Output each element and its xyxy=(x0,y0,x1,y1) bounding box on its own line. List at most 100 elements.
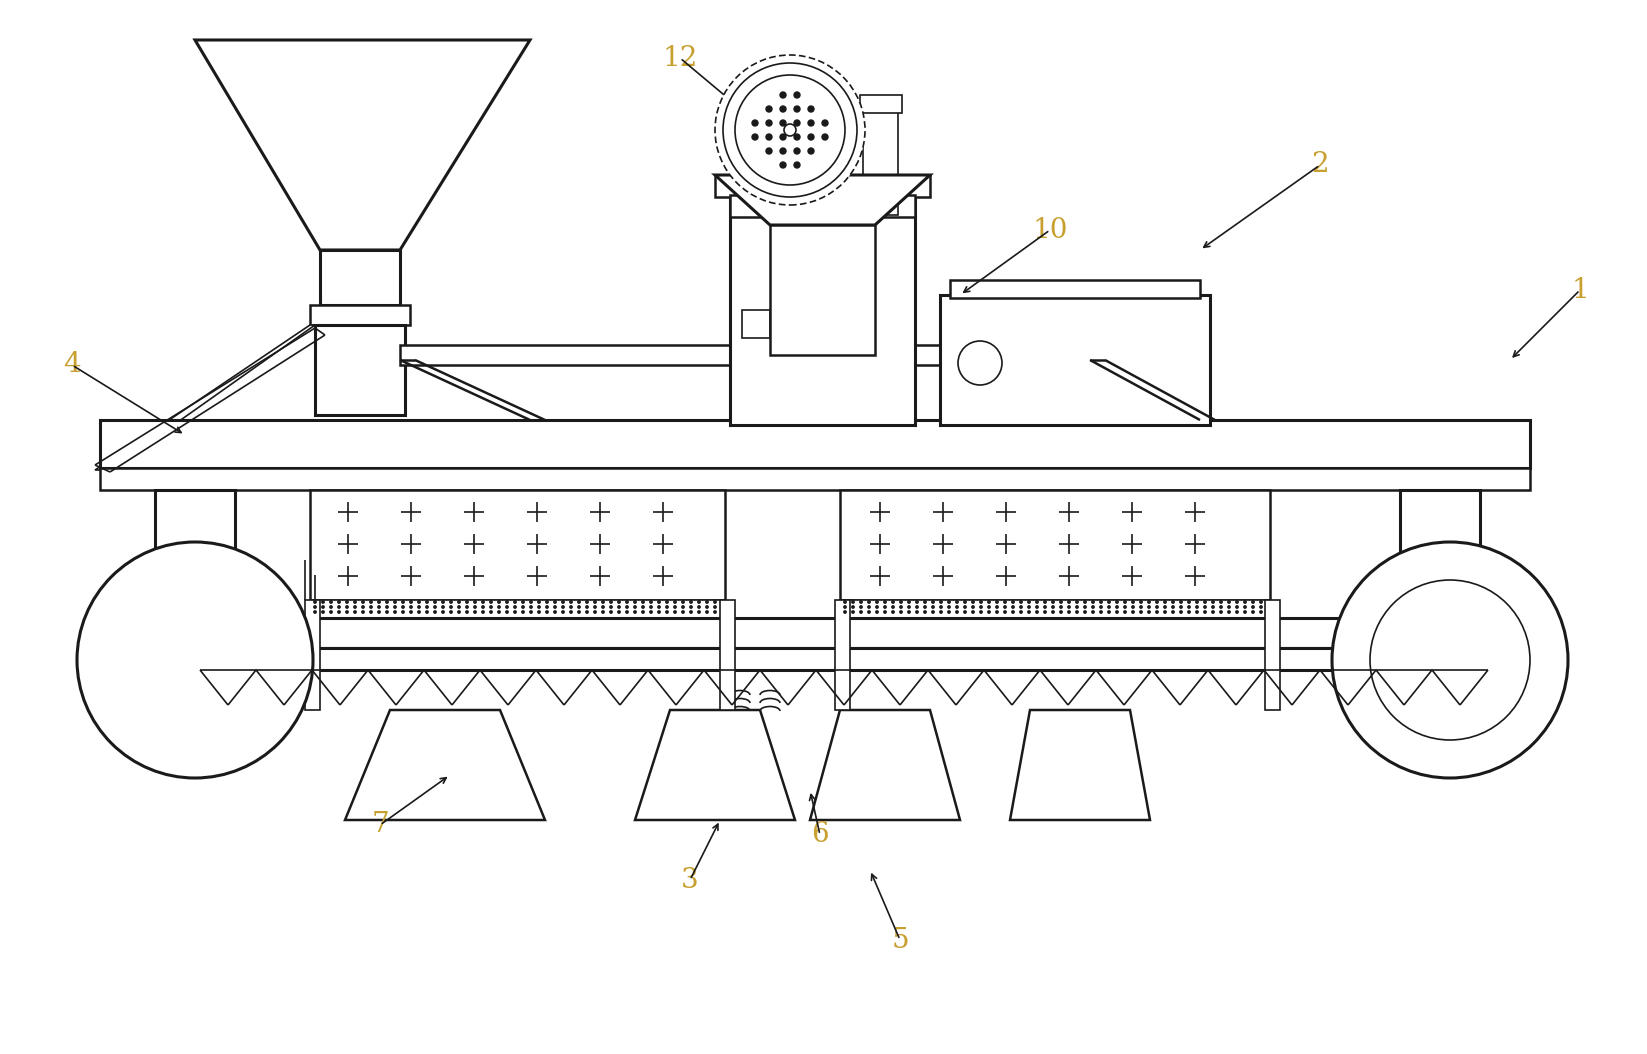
Circle shape xyxy=(1123,611,1127,613)
Circle shape xyxy=(781,120,786,126)
Circle shape xyxy=(377,606,380,608)
Circle shape xyxy=(651,606,652,608)
Bar xyxy=(140,618,1491,648)
Circle shape xyxy=(940,611,942,613)
Circle shape xyxy=(483,606,484,608)
Circle shape xyxy=(315,606,316,608)
Circle shape xyxy=(1075,611,1079,613)
Circle shape xyxy=(553,601,557,603)
Circle shape xyxy=(1131,611,1135,613)
Text: 7: 7 xyxy=(371,812,389,839)
Circle shape xyxy=(753,134,758,140)
Circle shape xyxy=(924,606,926,608)
Circle shape xyxy=(674,611,677,613)
Circle shape xyxy=(1164,606,1166,608)
Circle shape xyxy=(362,611,364,613)
Circle shape xyxy=(1187,606,1191,608)
Circle shape xyxy=(784,124,796,136)
Circle shape xyxy=(1235,611,1239,613)
Circle shape xyxy=(1011,606,1015,608)
Circle shape xyxy=(794,162,800,168)
Circle shape xyxy=(1204,601,1206,603)
Circle shape xyxy=(1164,601,1166,603)
Circle shape xyxy=(665,601,669,603)
Bar xyxy=(1265,600,1280,710)
Circle shape xyxy=(851,601,855,603)
Circle shape xyxy=(1156,606,1158,608)
Circle shape xyxy=(1075,601,1079,603)
Circle shape xyxy=(1252,601,1255,603)
Circle shape xyxy=(329,601,333,603)
Circle shape xyxy=(884,606,886,608)
Polygon shape xyxy=(96,325,315,470)
Circle shape xyxy=(418,601,420,603)
Circle shape xyxy=(371,606,372,608)
Circle shape xyxy=(483,611,484,613)
Circle shape xyxy=(578,611,580,613)
Circle shape xyxy=(899,601,903,603)
Circle shape xyxy=(626,601,628,603)
Circle shape xyxy=(1003,611,1006,613)
Circle shape xyxy=(1044,611,1046,613)
Bar xyxy=(400,345,1110,365)
Circle shape xyxy=(410,601,412,603)
Circle shape xyxy=(514,606,516,608)
Circle shape xyxy=(1100,601,1102,603)
Bar xyxy=(863,100,898,215)
Bar xyxy=(730,195,916,425)
Circle shape xyxy=(506,601,509,603)
Circle shape xyxy=(489,611,492,613)
Circle shape xyxy=(1204,611,1206,613)
Circle shape xyxy=(959,341,1001,385)
Circle shape xyxy=(963,601,967,603)
Bar xyxy=(715,175,931,197)
Circle shape xyxy=(980,601,982,603)
Circle shape xyxy=(489,601,492,603)
Circle shape xyxy=(506,606,509,608)
Circle shape xyxy=(321,601,324,603)
Circle shape xyxy=(735,75,845,186)
Circle shape xyxy=(1220,601,1222,603)
Circle shape xyxy=(458,601,460,603)
Circle shape xyxy=(690,601,692,603)
Circle shape xyxy=(1243,606,1247,608)
Circle shape xyxy=(474,601,476,603)
Circle shape xyxy=(450,611,453,613)
Circle shape xyxy=(996,611,998,613)
Circle shape xyxy=(1115,601,1118,603)
Circle shape xyxy=(474,606,476,608)
Circle shape xyxy=(891,611,894,613)
Circle shape xyxy=(410,611,412,613)
Circle shape xyxy=(907,611,911,613)
Circle shape xyxy=(506,611,509,613)
Circle shape xyxy=(972,601,973,603)
Circle shape xyxy=(955,606,959,608)
Circle shape xyxy=(1148,611,1150,613)
Circle shape xyxy=(338,606,341,608)
Circle shape xyxy=(682,606,684,608)
Circle shape xyxy=(1028,606,1031,608)
Circle shape xyxy=(1212,611,1214,613)
Polygon shape xyxy=(715,175,931,225)
Circle shape xyxy=(1220,606,1222,608)
Circle shape xyxy=(947,611,950,613)
Circle shape xyxy=(657,606,660,608)
Circle shape xyxy=(940,601,942,603)
Circle shape xyxy=(809,134,814,140)
Circle shape xyxy=(578,601,580,603)
Circle shape xyxy=(1044,601,1046,603)
Circle shape xyxy=(980,606,982,608)
Circle shape xyxy=(674,606,677,608)
Circle shape xyxy=(996,606,998,608)
Circle shape xyxy=(338,611,341,613)
Circle shape xyxy=(1052,601,1054,603)
Text: 6: 6 xyxy=(812,821,828,848)
Circle shape xyxy=(907,601,911,603)
Circle shape xyxy=(1332,542,1568,778)
Circle shape xyxy=(410,606,412,608)
Circle shape xyxy=(371,601,372,603)
Circle shape xyxy=(377,601,380,603)
Circle shape xyxy=(1204,606,1206,608)
Bar xyxy=(310,600,725,618)
Circle shape xyxy=(1084,606,1087,608)
